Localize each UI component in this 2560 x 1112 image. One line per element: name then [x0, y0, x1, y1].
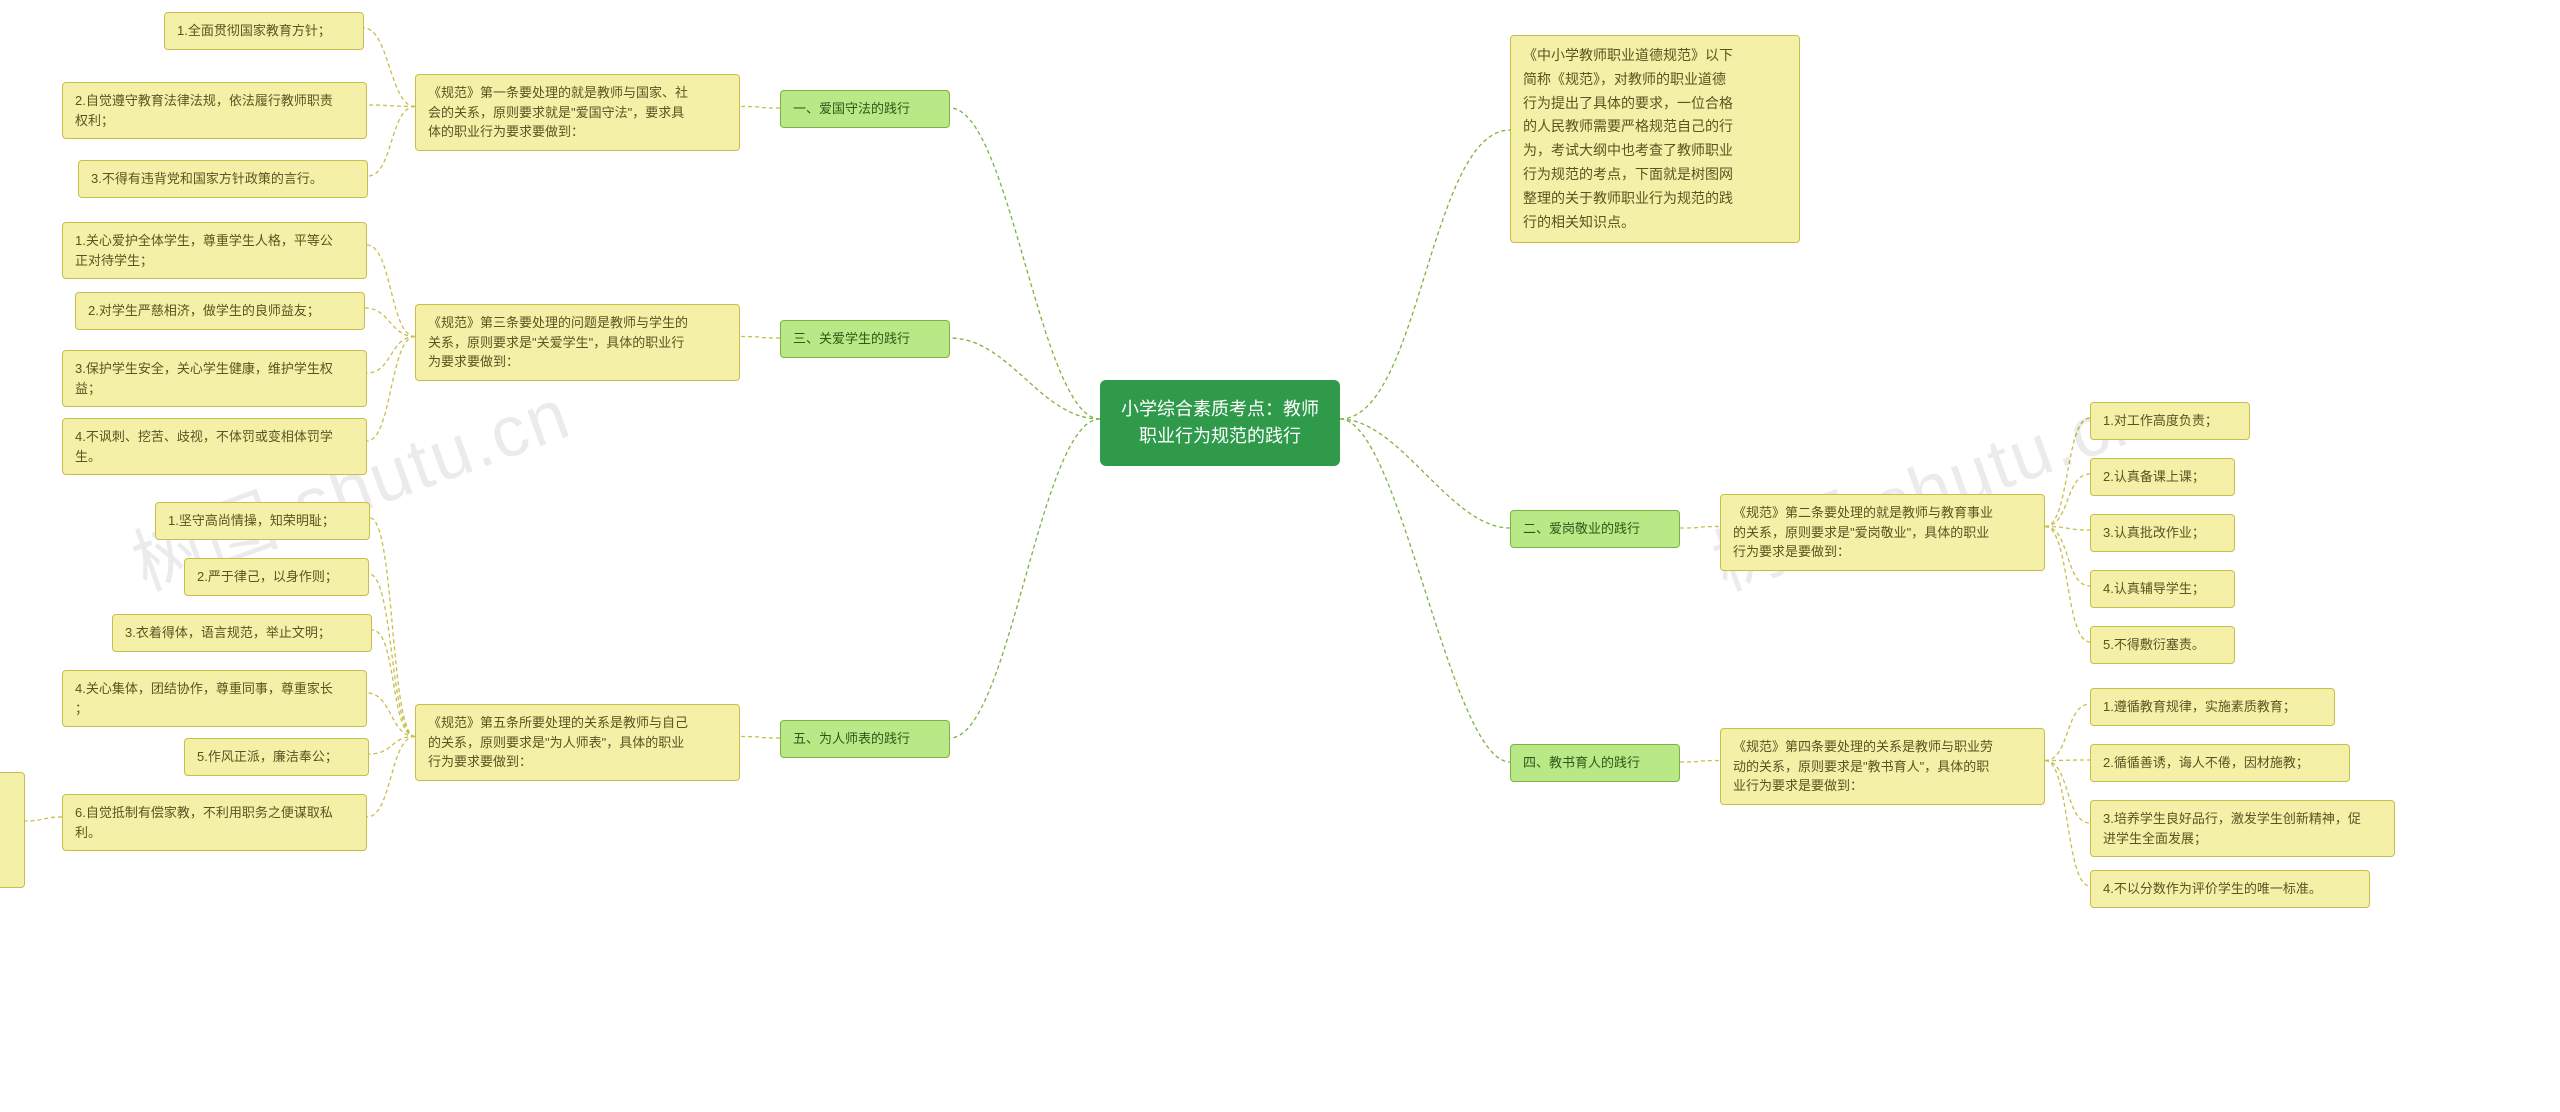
root-node: 小学综合素质考点：教师 职业行为规范的践行: [1100, 380, 1340, 466]
branch-left-2: 五、为人师表的践行: [780, 720, 950, 758]
branch-left-1: 三、关爱学生的践行: [780, 320, 950, 358]
leaf-right-0-1: 2.认真备课上课；: [2090, 458, 2235, 496]
sub-right-1: 《规范》第四条要处理的关系是教师与职业劳 动的关系，原则要求是"教书育人"，具体…: [1720, 728, 2045, 805]
sub-left-0: 《规范》第一条要处理的就是教师与国家、社 会的关系，原则要求就是"爱国守法"，要…: [415, 74, 740, 151]
sub-right-0: 《规范》第二条要处理的就是教师与教育事业 的关系，原则要求是"爱岗敬业"，具体的…: [1720, 494, 2045, 571]
leaf-left-2-1: 2.严于律己，以身作则；: [184, 558, 369, 596]
extra-left-2-5: 教师职业行为规范的践行的知识点在小学《综 合素质》中，常以选择题的形式出现，考生…: [0, 772, 25, 888]
leaf-left-0-1: 2.自觉遵守教育法律法规，依法履行教师职责 权利；: [62, 82, 367, 139]
leaf-right-1-0: 1.遵循教育规律，实施素质教育；: [2090, 688, 2335, 726]
leaf-left-0-0: 1.全面贯彻国家教育方针；: [164, 12, 364, 50]
leaf-left-2-5: 6.自觉抵制有偿家教，不利用职务之便谋取私 利。: [62, 794, 367, 851]
leaf-left-1-0: 1.关心爱护全体学生，尊重学生人格，平等公 正对待学生；: [62, 222, 367, 279]
leaf-right-0-0: 1.对工作高度负责；: [2090, 402, 2250, 440]
leaf-left-2-3: 4.关心集体，团结协作，尊重同事，尊重家长 ；: [62, 670, 367, 727]
sub-left-2: 《规范》第五条所要处理的关系是教师与自己 的关系，原则要求是"为人师表"，具体的…: [415, 704, 740, 781]
leaf-right-1-3: 4.不以分数作为评价学生的唯一标准。: [2090, 870, 2370, 908]
leaf-right-0-4: 5.不得敷衍塞责。: [2090, 626, 2235, 664]
branch-right-1: 四、教书育人的践行: [1510, 744, 1680, 782]
leaf-right-1-1: 2.循循善诱，诲人不倦，因材施教；: [2090, 744, 2350, 782]
connectors-svg: [0, 0, 2560, 1112]
leaf-left-1-1: 2.对学生严慈相济，做学生的良师益友；: [75, 292, 365, 330]
leaf-right-0-2: 3.认真批改作业；: [2090, 514, 2235, 552]
leaf-left-2-0: 1.坚守高尚情操，知荣明耻；: [155, 502, 370, 540]
leaf-left-1-3: 4.不讽刺、挖苦、歧视，不体罚或变相体罚学 生。: [62, 418, 367, 475]
branch-left-0: 一、爱国守法的践行: [780, 90, 950, 128]
leaf-left-2-2: 3.衣着得体，语言规范，举止文明；: [112, 614, 372, 652]
leaf-right-1-2: 3.培养学生良好品行，激发学生创新精神，促 进学生全面发展；: [2090, 800, 2395, 857]
leaf-left-2-4: 5.作风正派，廉洁奉公；: [184, 738, 369, 776]
sub-left-1: 《规范》第三条要处理的问题是教师与学生的 关系，原则要求是"关爱学生"，具体的职…: [415, 304, 740, 381]
leaf-left-1-2: 3.保护学生安全，关心学生健康，维护学生权 益；: [62, 350, 367, 407]
intro-note: 《中小学教师职业道德规范》以下 简称《规范》，对教师的职业道德 行为提出了具体的…: [1510, 35, 1800, 243]
branch-right-0: 二、爱岗敬业的践行: [1510, 510, 1680, 548]
leaf-left-0-2: 3.不得有违背党和国家方针政策的言行。: [78, 160, 368, 198]
leaf-right-0-3: 4.认真辅导学生；: [2090, 570, 2235, 608]
